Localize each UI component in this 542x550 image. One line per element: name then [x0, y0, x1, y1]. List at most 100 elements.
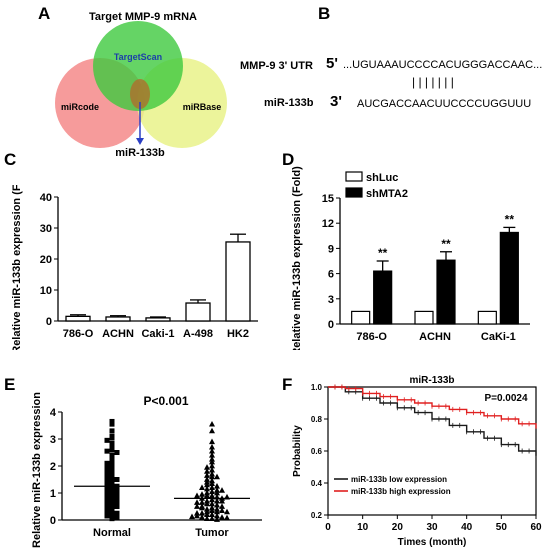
y-tick-label: 0.6: [311, 447, 323, 456]
data-point-tumor: [209, 466, 215, 473]
panel-label-a: A: [38, 4, 51, 23]
x-tick-label: 50: [496, 522, 508, 533]
y-tick-label: 0.8: [311, 415, 323, 424]
data-point-tumor: [214, 473, 220, 480]
y-tick-label: 3: [50, 434, 56, 446]
y-tick-label: 3: [328, 294, 334, 306]
data-point-tumor: [209, 488, 215, 495]
venn-title: Target MMP-9 mRNA: [89, 11, 197, 23]
arrow-head-icon: [136, 138, 144, 145]
bar: [436, 259, 456, 325]
data-point-tumor: [199, 510, 205, 516]
data-point-tumor: [209, 462, 215, 469]
y-axis-label: Relative miR-133b expression (Fold): [11, 185, 23, 350]
data-point-tumor: [214, 516, 220, 522]
data-point-normal: [114, 504, 120, 509]
x-tick-label: 40: [461, 522, 473, 533]
bar: [351, 310, 371, 325]
legend-label: shLuc: [366, 172, 398, 184]
base-pairing-lines: | | | | | | |: [412, 75, 454, 89]
data-point-tumor: [204, 515, 210, 522]
data-point-tumor: [194, 503, 200, 509]
y-tick-label: 40: [40, 192, 52, 204]
data-point-tumor: [209, 443, 215, 450]
utr-sequence: ...UGUAAAUCCCCACUGGGACCAAC...: [343, 59, 542, 71]
utr-prime: 5': [326, 55, 338, 72]
y-tick-label: 10: [40, 285, 52, 297]
venn-result: miR-133b: [115, 147, 165, 156]
bar: [499, 231, 519, 325]
legend-label: miR-133b low expression: [351, 475, 447, 484]
data-point-normal: [109, 497, 115, 503]
x-tick-label: HK2: [227, 328, 249, 340]
y-axis-label: Relative miR-133b expression (Fold): [291, 166, 303, 350]
data-point-normal: [109, 440, 115, 446]
chart-c: 0 10 20 30 40 Relative miR-133b expression (F…: [11, 185, 258, 350]
data-point-tumor: [199, 484, 205, 490]
data-point-tumor: [204, 472, 210, 478]
data-point-normal: [109, 505, 115, 511]
data-point-tumor: [209, 500, 215, 507]
data-point-tumor: [209, 420, 215, 427]
data-point-normal: [104, 509, 110, 515]
data-point-normal: [109, 466, 115, 472]
data-point-tumor: [209, 427, 215, 434]
data-point-normal: [104, 479, 110, 485]
mir-prime: 3': [330, 93, 342, 110]
data-point-normal: [104, 463, 110, 469]
data-point-tumor: [214, 483, 220, 489]
data-point-tumor: [209, 507, 215, 513]
data-point-normal: [114, 499, 120, 505]
data-point-normal: [114, 487, 120, 493]
data-point-tumor: [209, 496, 215, 503]
x-tick-label: 60: [530, 522, 542, 533]
y-tick-label: 6: [328, 269, 334, 281]
x-tick-label: 786-O: [356, 331, 387, 343]
y-axis-label: Probability: [292, 425, 303, 477]
x-tick-label: Normal: [93, 527, 131, 539]
data-point-normal: [109, 481, 115, 487]
data-point-tumor: [219, 514, 225, 520]
x-tick-label: 20: [392, 522, 404, 533]
x-tick-label: CaKi-1: [481, 331, 516, 343]
panel-label-d: D: [282, 150, 295, 169]
y-tick-label: 1.0: [311, 383, 323, 392]
venn-label-mirbase: miRBase: [183, 102, 222, 112]
mir-label: miR-133b: [264, 97, 314, 109]
y-tick-label: 30: [40, 223, 52, 235]
x-tick-label: 786-O: [63, 328, 94, 340]
data-point-tumor: [219, 497, 225, 504]
data-point-tumor: [209, 473, 215, 480]
data-point-normal: [104, 467, 110, 473]
data-point-normal: [104, 498, 110, 504]
data-point-normal: [109, 428, 115, 434]
data-point-tumor: [209, 452, 215, 458]
mir-sequence: AUCGACCAACUUCCCCUGGUUU: [357, 98, 532, 110]
significance-label: **: [378, 246, 388, 260]
data-point-tumor: [214, 489, 220, 496]
y-tick-label: 0: [328, 319, 334, 331]
y-tick-label: 1: [50, 488, 56, 500]
legend-swatch: [345, 171, 363, 182]
venn-label-mircode: miRcode: [61, 102, 99, 112]
y-tick-label: 15: [322, 193, 334, 205]
data-point-tumor: [194, 499, 200, 505]
chart-f: 0.2 0.4 0.6 0.8 1.0 0 10 20 30 40 50 60 Times (month…: [292, 375, 542, 548]
data-point-normal: [104, 513, 110, 519]
data-point-tumor: [194, 512, 200, 519]
y-tick-label: 12: [322, 218, 334, 230]
y-tick-label: 0: [46, 316, 52, 328]
data-point-normal: [104, 448, 110, 454]
data-point-tumor: [219, 503, 225, 509]
data-point-tumor: [209, 458, 215, 465]
bar: [225, 241, 251, 322]
bar: [373, 270, 393, 325]
panel-label-b: B: [318, 4, 331, 23]
data-point-normal: [109, 508, 115, 514]
y-tick-label: 0.4: [311, 479, 323, 488]
data-point-normal: [109, 478, 115, 484]
data-point-normal: [104, 490, 110, 496]
p-value-label: P=0.0024: [484, 393, 528, 404]
data-point-tumor: [189, 513, 195, 520]
data-point-tumor: [204, 492, 210, 499]
